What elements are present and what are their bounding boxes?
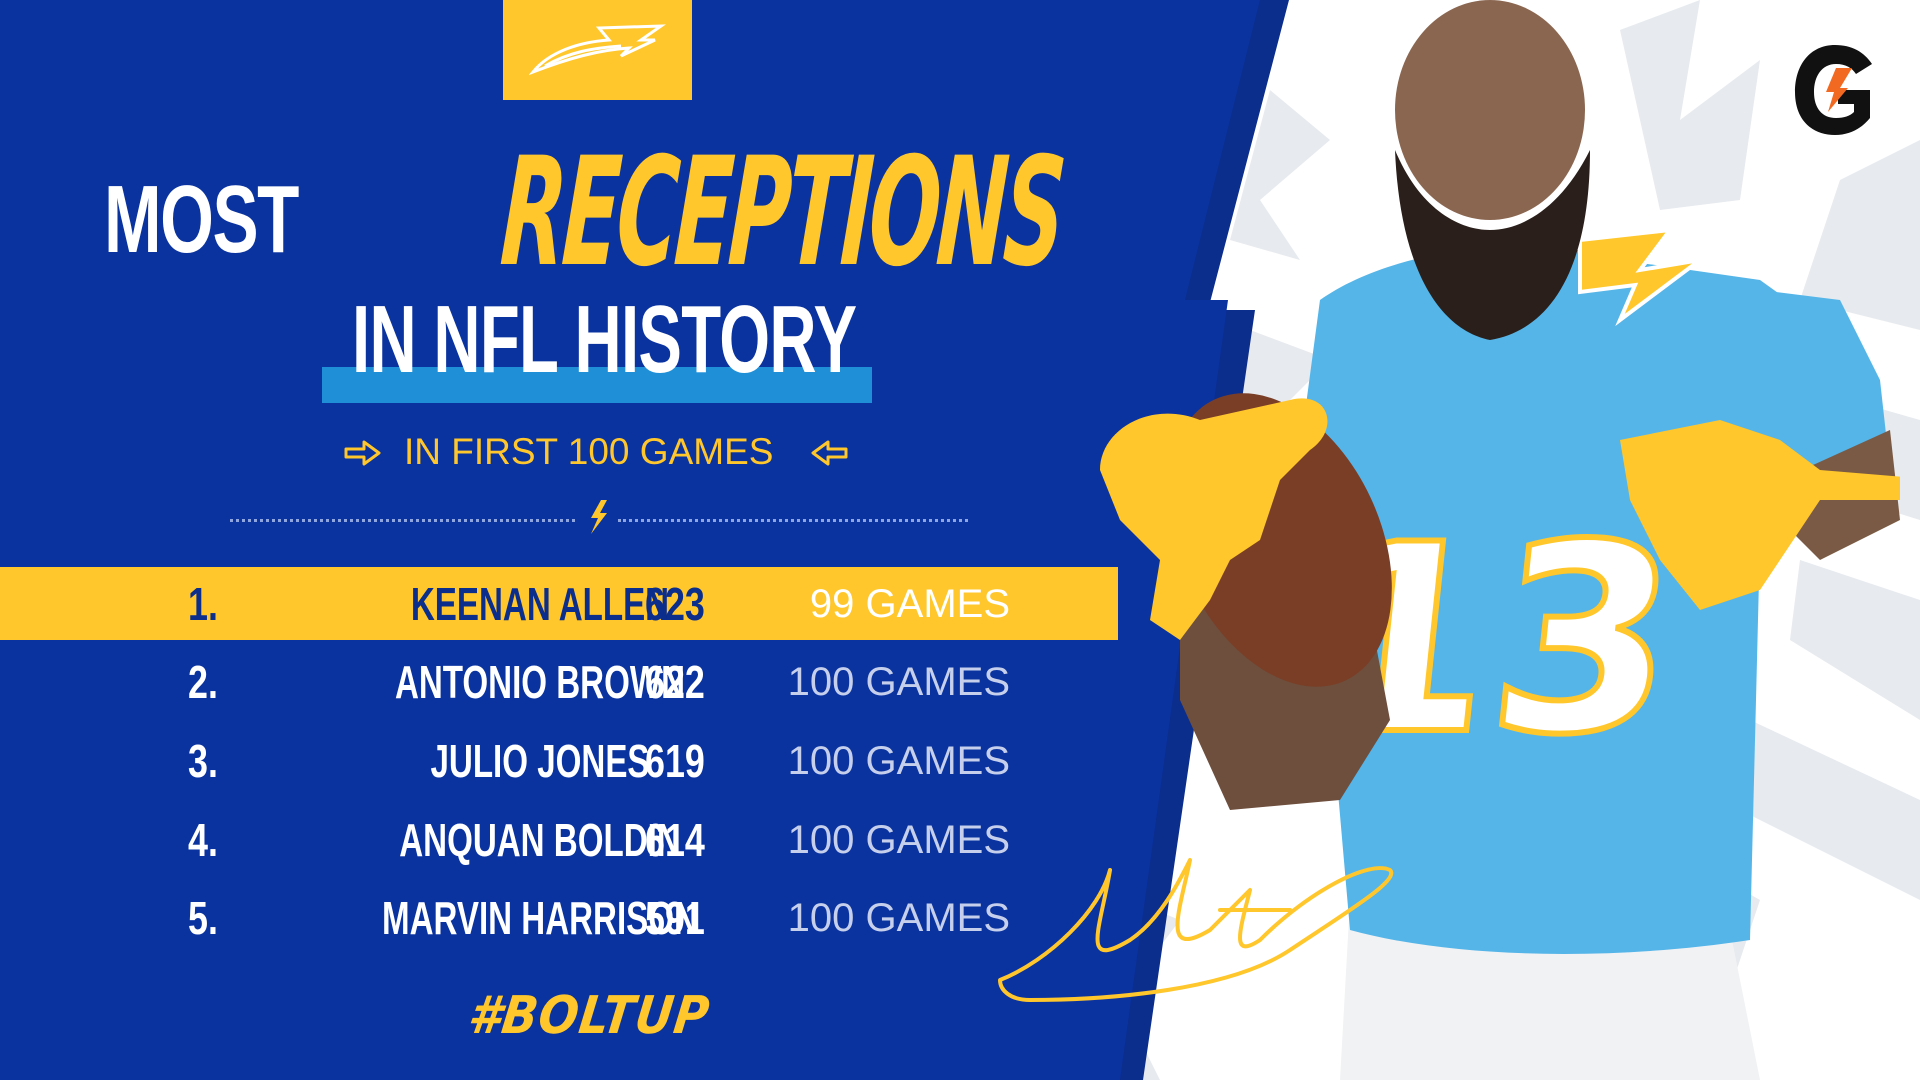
rank-number: 2.: [188, 656, 218, 708]
hashtag-boltup: #BOLTUP: [464, 986, 714, 1046]
gatorade-g-logo: [1795, 45, 1872, 135]
player-name: ANQUAN BOLDIN: [399, 814, 681, 866]
arrow-left-icon: [811, 440, 848, 466]
highlighted-row-background: [0, 567, 1118, 640]
chargers-logo-box: [503, 0, 692, 100]
player-name: MARVIN HARRISON: [382, 892, 698, 944]
receptions-count: 622: [645, 656, 705, 708]
player-name: JULIO JONES: [430, 735, 650, 787]
dotted-divider-right: [618, 519, 968, 522]
arrow-right-icon: [344, 440, 381, 466]
subtitle-text: IN FIRST 100 GAMES: [404, 431, 774, 472]
games-played: 100 GAMES: [787, 660, 1010, 704]
rank-number: 4.: [188, 814, 218, 866]
headline-receptions: RECEPTIONS: [496, 126, 1067, 300]
headline-underline-bar: [322, 367, 872, 403]
headline-in-nfl-history: IN NFL HISTORY: [352, 286, 857, 393]
player-signature: [998, 858, 1394, 1002]
rank-number: 5.: [188, 892, 218, 944]
games-played: 100 GAMES: [787, 739, 1010, 783]
rank-number: 3.: [188, 735, 218, 787]
headline-most: MOST: [104, 166, 299, 273]
receptions-count: 619: [645, 735, 705, 787]
subtitle-row: IN FIRST 100 GAMES: [340, 430, 860, 474]
chargers-bolt-logo: [529, 24, 666, 76]
receptions-count: 623: [645, 578, 705, 630]
player-name: ANTONIO BROWN: [394, 656, 686, 708]
rank-number: 1.: [188, 578, 218, 630]
receptions-count: 591: [645, 892, 705, 944]
player-name: KEENAN ALLEN: [410, 578, 670, 630]
games-played: 100 GAMES: [787, 896, 1010, 940]
games-played: 100 GAMES: [787, 818, 1010, 862]
receptions-count: 614: [645, 814, 705, 866]
dotted-divider-left: [230, 519, 575, 522]
lightning-bolt-icon: [591, 500, 607, 534]
player-photo: 13: [1100, 0, 1900, 1080]
games-played: 99 GAMES: [809, 582, 1010, 626]
